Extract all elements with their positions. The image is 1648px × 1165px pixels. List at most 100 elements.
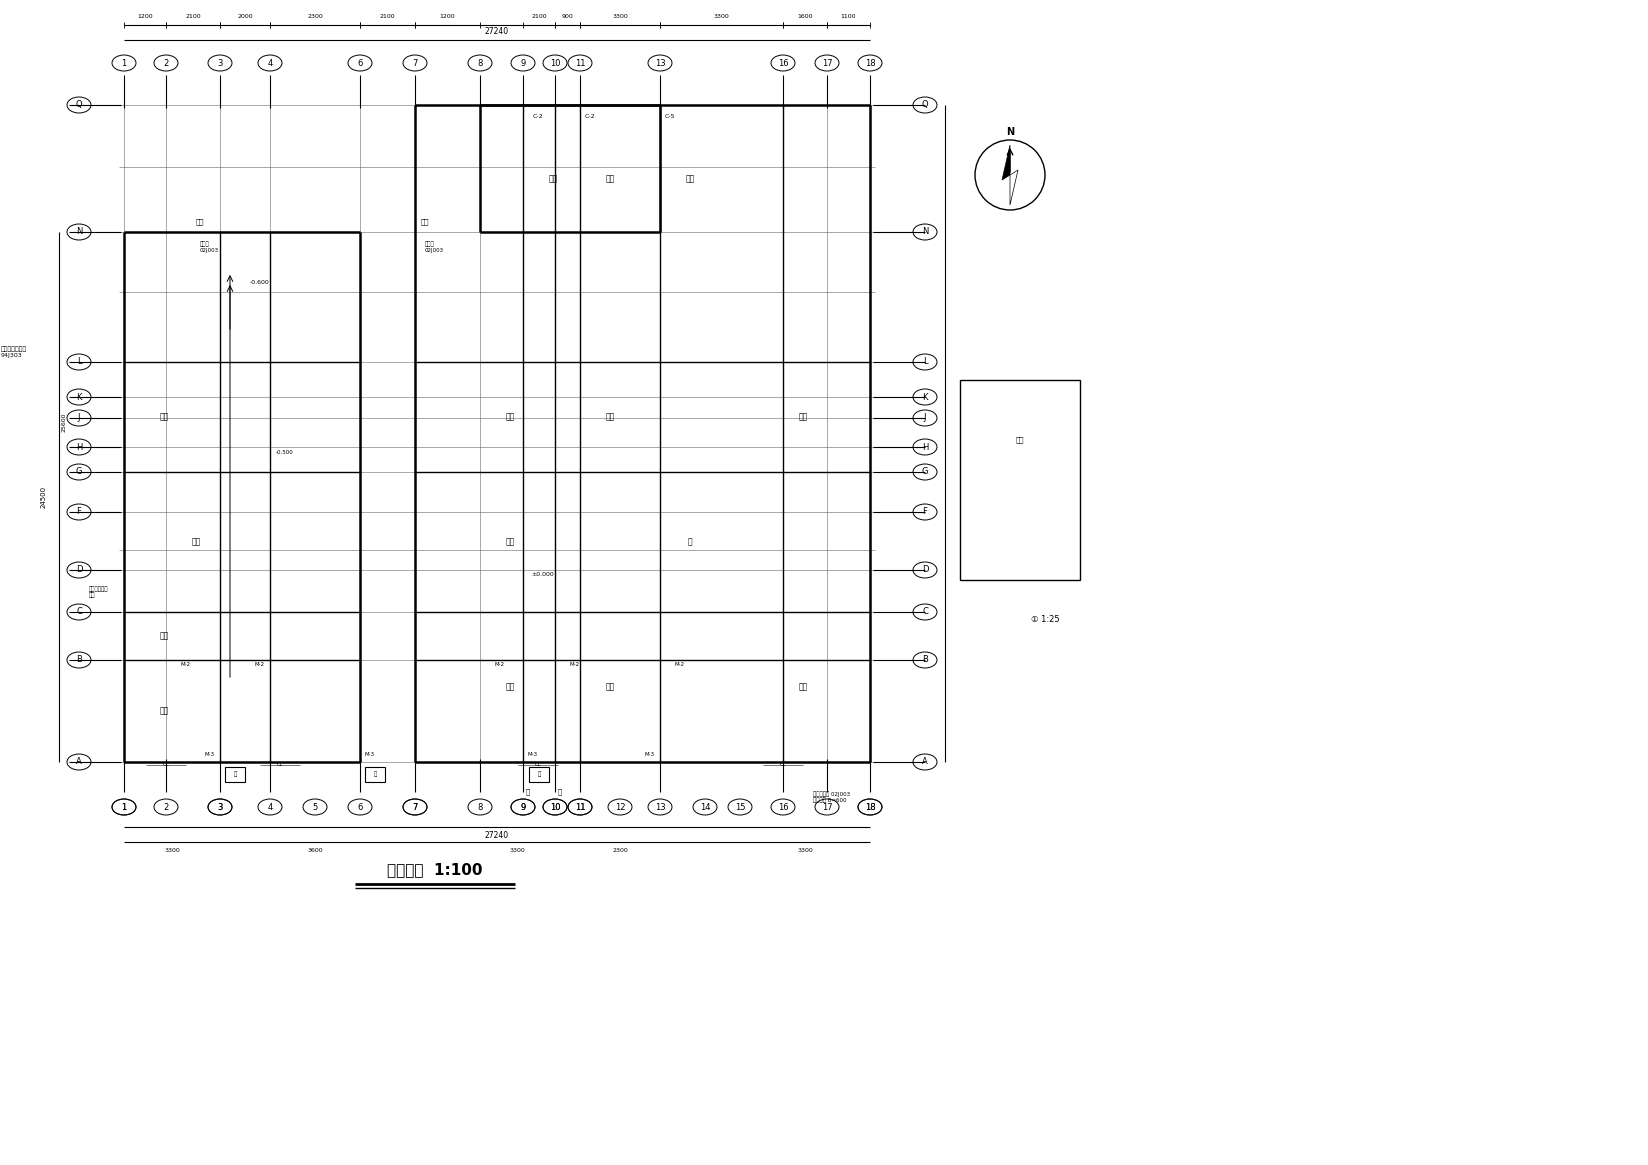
Text: 8: 8: [478, 803, 483, 812]
Text: Q: Q: [921, 100, 928, 110]
Bar: [529, 767, 549, 782]
Text: N: N: [921, 227, 928, 236]
Text: 卧室: 卧室: [798, 412, 808, 422]
Text: 详图: 详图: [1015, 437, 1025, 444]
Text: 18: 18: [865, 803, 875, 812]
Text: 3: 3: [218, 803, 222, 812]
Text: 15: 15: [735, 803, 745, 812]
Text: 2300: 2300: [611, 847, 628, 853]
Text: M-2: M-2: [181, 663, 191, 668]
Text: G: G: [921, 467, 928, 476]
Text: M-3: M-3: [644, 751, 654, 756]
Text: 扶: 扶: [234, 771, 237, 777]
Text: 扶: 扶: [374, 771, 377, 777]
Text: D: D: [921, 565, 928, 574]
Text: 10: 10: [550, 803, 560, 812]
Bar: [961, 380, 1079, 580]
Text: 7: 7: [412, 803, 417, 812]
Text: 9: 9: [521, 58, 526, 68]
Text: 卧室: 卧室: [160, 706, 168, 715]
Text: M-3: M-3: [204, 751, 214, 756]
Text: M-3: M-3: [364, 751, 376, 756]
Text: J: J: [77, 414, 81, 423]
Text: 做法见
02J003: 做法见 02J003: [199, 241, 219, 253]
Text: 厨房: 厨房: [506, 537, 514, 546]
Text: H: H: [921, 443, 928, 452]
Text: 3300: 3300: [798, 847, 812, 853]
Text: 书房: 书房: [686, 174, 694, 183]
Text: B: B: [76, 656, 82, 664]
Text: F: F: [923, 508, 928, 516]
Polygon shape: [1010, 170, 1018, 205]
Text: 2: 2: [163, 803, 168, 812]
Text: 卧室: 卧室: [160, 412, 168, 422]
Bar: [364, 767, 386, 782]
Text: L: L: [923, 358, 928, 367]
Text: 900: 900: [562, 14, 574, 20]
Text: 14: 14: [700, 803, 710, 812]
Text: 1100: 1100: [840, 14, 857, 20]
Text: 做法见
02J003: 做法见 02J003: [425, 241, 443, 253]
Text: 27240: 27240: [485, 831, 509, 840]
Text: CL: CL: [163, 763, 170, 768]
Text: 卧室: 卧室: [605, 412, 615, 422]
Text: ⑭: ⑭: [526, 789, 531, 796]
Text: 3600: 3600: [307, 847, 323, 853]
Text: 17: 17: [822, 803, 832, 812]
Text: 客厅: 客厅: [191, 537, 201, 546]
Text: 防水做法见 02J003
面砖朝外 B=600: 防水做法见 02J003 面砖朝外 B=600: [812, 791, 850, 803]
Text: 卧室: 卧室: [160, 631, 168, 641]
Text: 1: 1: [122, 803, 127, 812]
Text: 卧室: 卧室: [506, 412, 514, 422]
Text: F: F: [76, 508, 81, 516]
Text: K: K: [923, 393, 928, 402]
Text: B: B: [923, 656, 928, 664]
Text: 7: 7: [412, 58, 417, 68]
Text: 3300: 3300: [509, 847, 526, 853]
Text: 12: 12: [615, 803, 625, 812]
Text: 卧室: 卧室: [506, 683, 514, 692]
Text: 3300: 3300: [165, 847, 180, 853]
Text: 1: 1: [122, 803, 127, 812]
Text: ±0.000: ±0.000: [532, 572, 554, 578]
Text: 6: 6: [358, 803, 363, 812]
Text: 10: 10: [550, 58, 560, 68]
Text: H: H: [76, 443, 82, 452]
Text: 10: 10: [550, 803, 560, 812]
Text: 16: 16: [778, 58, 788, 68]
Text: 13: 13: [654, 803, 666, 812]
Text: 包括阳台管线
见附: 包括阳台管线 见附: [89, 586, 109, 598]
Text: CL: CL: [780, 763, 786, 768]
Text: 底层平面  1:100: 底层平面 1:100: [387, 862, 483, 877]
Text: 18: 18: [865, 803, 875, 812]
Text: C-2: C-2: [585, 114, 595, 120]
Text: ① 1:25: ① 1:25: [1030, 615, 1060, 624]
Text: 2100: 2100: [185, 14, 201, 20]
Text: 4: 4: [267, 803, 272, 812]
Text: 卧室: 卧室: [605, 683, 615, 692]
Text: 17: 17: [822, 58, 832, 68]
Text: 3: 3: [218, 58, 222, 68]
Text: 7: 7: [412, 803, 417, 812]
Text: 3: 3: [218, 803, 222, 812]
Text: CL: CL: [277, 763, 283, 768]
Text: 2300: 2300: [307, 14, 323, 20]
Text: 2: 2: [163, 58, 168, 68]
Text: 外墙装修做法见
94J303: 外墙装修做法见 94J303: [2, 346, 28, 358]
Text: M-2: M-2: [676, 663, 686, 668]
Text: C: C: [923, 607, 928, 616]
Text: 2100: 2100: [531, 14, 547, 20]
Text: D: D: [76, 565, 82, 574]
Text: 厅: 厅: [687, 537, 692, 546]
Text: A: A: [76, 757, 82, 767]
Polygon shape: [1002, 144, 1010, 181]
Text: M-2: M-2: [255, 663, 265, 668]
Text: -0.600: -0.600: [250, 280, 270, 284]
Text: 11: 11: [575, 58, 585, 68]
Text: ⑮: ⑮: [559, 789, 562, 796]
Text: N: N: [1005, 127, 1014, 137]
Text: 2100: 2100: [379, 14, 396, 20]
Text: 18: 18: [865, 58, 875, 68]
Text: 8: 8: [478, 58, 483, 68]
Text: 27240: 27240: [485, 28, 509, 36]
